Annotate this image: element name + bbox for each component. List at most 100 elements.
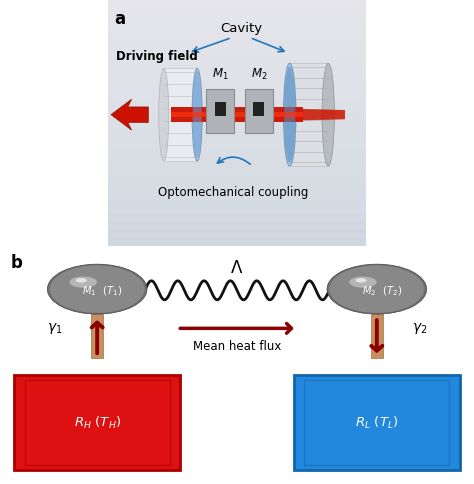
- Bar: [109, 33, 365, 36]
- Polygon shape: [111, 100, 148, 131]
- Text: Driving field: Driving field: [116, 50, 198, 63]
- Text: b: b: [10, 254, 22, 272]
- Circle shape: [327, 265, 427, 315]
- Bar: [109, 208, 365, 211]
- Bar: [109, 77, 365, 79]
- Text: $\gamma_1$: $\gamma_1$: [47, 320, 62, 335]
- Text: $M_1$  $(T_1)$: $M_1$ $(T_1)$: [82, 284, 122, 298]
- Bar: [109, 207, 365, 214]
- FancyBboxPatch shape: [215, 103, 226, 116]
- Bar: [109, 151, 365, 154]
- Ellipse shape: [76, 279, 87, 283]
- Bar: [109, 97, 365, 100]
- Bar: [109, 134, 365, 136]
- Bar: [109, 15, 365, 18]
- Bar: [109, 218, 365, 221]
- Polygon shape: [371, 315, 383, 358]
- Bar: [109, 215, 365, 218]
- Bar: [109, 79, 365, 82]
- Bar: [109, 49, 365, 51]
- Text: Optomechanical coupling: Optomechanical coupling: [158, 186, 308, 199]
- Ellipse shape: [192, 69, 202, 162]
- Polygon shape: [290, 64, 328, 166]
- Bar: [109, 85, 365, 87]
- Polygon shape: [172, 108, 302, 122]
- Bar: [304, 380, 449, 465]
- Polygon shape: [164, 69, 197, 162]
- Bar: [109, 121, 365, 123]
- Bar: [109, 159, 365, 162]
- Ellipse shape: [349, 277, 376, 288]
- Bar: [109, 28, 365, 31]
- Bar: [109, 82, 365, 85]
- Bar: [109, 116, 365, 118]
- Bar: [109, 254, 365, 257]
- Bar: [109, 72, 365, 75]
- FancyBboxPatch shape: [245, 90, 273, 134]
- Bar: [109, 128, 365, 131]
- Bar: [109, 69, 365, 72]
- Bar: [109, 195, 365, 197]
- Bar: [109, 39, 365, 41]
- Bar: [109, 8, 365, 10]
- Bar: [109, 51, 365, 54]
- Bar: [109, 223, 365, 226]
- Bar: [109, 203, 365, 205]
- Ellipse shape: [192, 72, 201, 159]
- Text: $R_H$ $(T_H)$: $R_H$ $(T_H)$: [73, 414, 121, 430]
- Bar: [109, 249, 365, 251]
- Bar: [25, 380, 170, 465]
- Bar: [109, 90, 365, 92]
- Bar: [109, 177, 365, 180]
- Polygon shape: [172, 113, 302, 118]
- Bar: [109, 162, 365, 164]
- Bar: [109, 113, 365, 116]
- Bar: [109, 213, 365, 215]
- Ellipse shape: [356, 279, 366, 283]
- Bar: [109, 67, 365, 69]
- Bar: [109, 123, 365, 126]
- Bar: [109, 226, 365, 228]
- Bar: [109, 10, 365, 13]
- Bar: [109, 156, 365, 159]
- Bar: [109, 154, 365, 156]
- Bar: [109, 164, 365, 166]
- Text: $\Lambda$: $\Lambda$: [230, 258, 244, 277]
- Bar: [109, 236, 365, 239]
- Text: Cavity: Cavity: [220, 22, 262, 35]
- Bar: [109, 146, 365, 149]
- Bar: [109, 44, 365, 46]
- Bar: [109, 18, 365, 20]
- Text: a: a: [114, 10, 125, 28]
- Bar: [109, 64, 365, 67]
- Bar: [109, 46, 365, 49]
- Bar: [109, 87, 365, 90]
- Bar: [109, 211, 365, 213]
- Bar: [109, 215, 365, 223]
- Bar: [109, 149, 365, 151]
- Bar: [109, 23, 365, 26]
- Bar: [109, 197, 365, 200]
- Bar: [109, 138, 365, 141]
- Ellipse shape: [284, 67, 295, 164]
- Bar: [109, 57, 365, 59]
- Bar: [109, 231, 365, 233]
- Text: $M_1$: $M_1$: [212, 67, 228, 82]
- Bar: [109, 174, 365, 177]
- Bar: [109, 126, 365, 128]
- Bar: [109, 5, 365, 8]
- Bar: [109, 205, 365, 208]
- Ellipse shape: [322, 64, 335, 166]
- Bar: [109, 247, 365, 255]
- Bar: [109, 172, 365, 174]
- Bar: [109, 108, 365, 110]
- Bar: [109, 241, 365, 244]
- Polygon shape: [302, 110, 345, 121]
- Circle shape: [50, 266, 145, 313]
- FancyBboxPatch shape: [206, 90, 235, 134]
- Bar: [109, 41, 365, 44]
- Bar: [294, 375, 460, 470]
- Bar: [109, 31, 365, 33]
- Text: $\gamma_2$: $\gamma_2$: [412, 320, 427, 335]
- Circle shape: [47, 265, 147, 315]
